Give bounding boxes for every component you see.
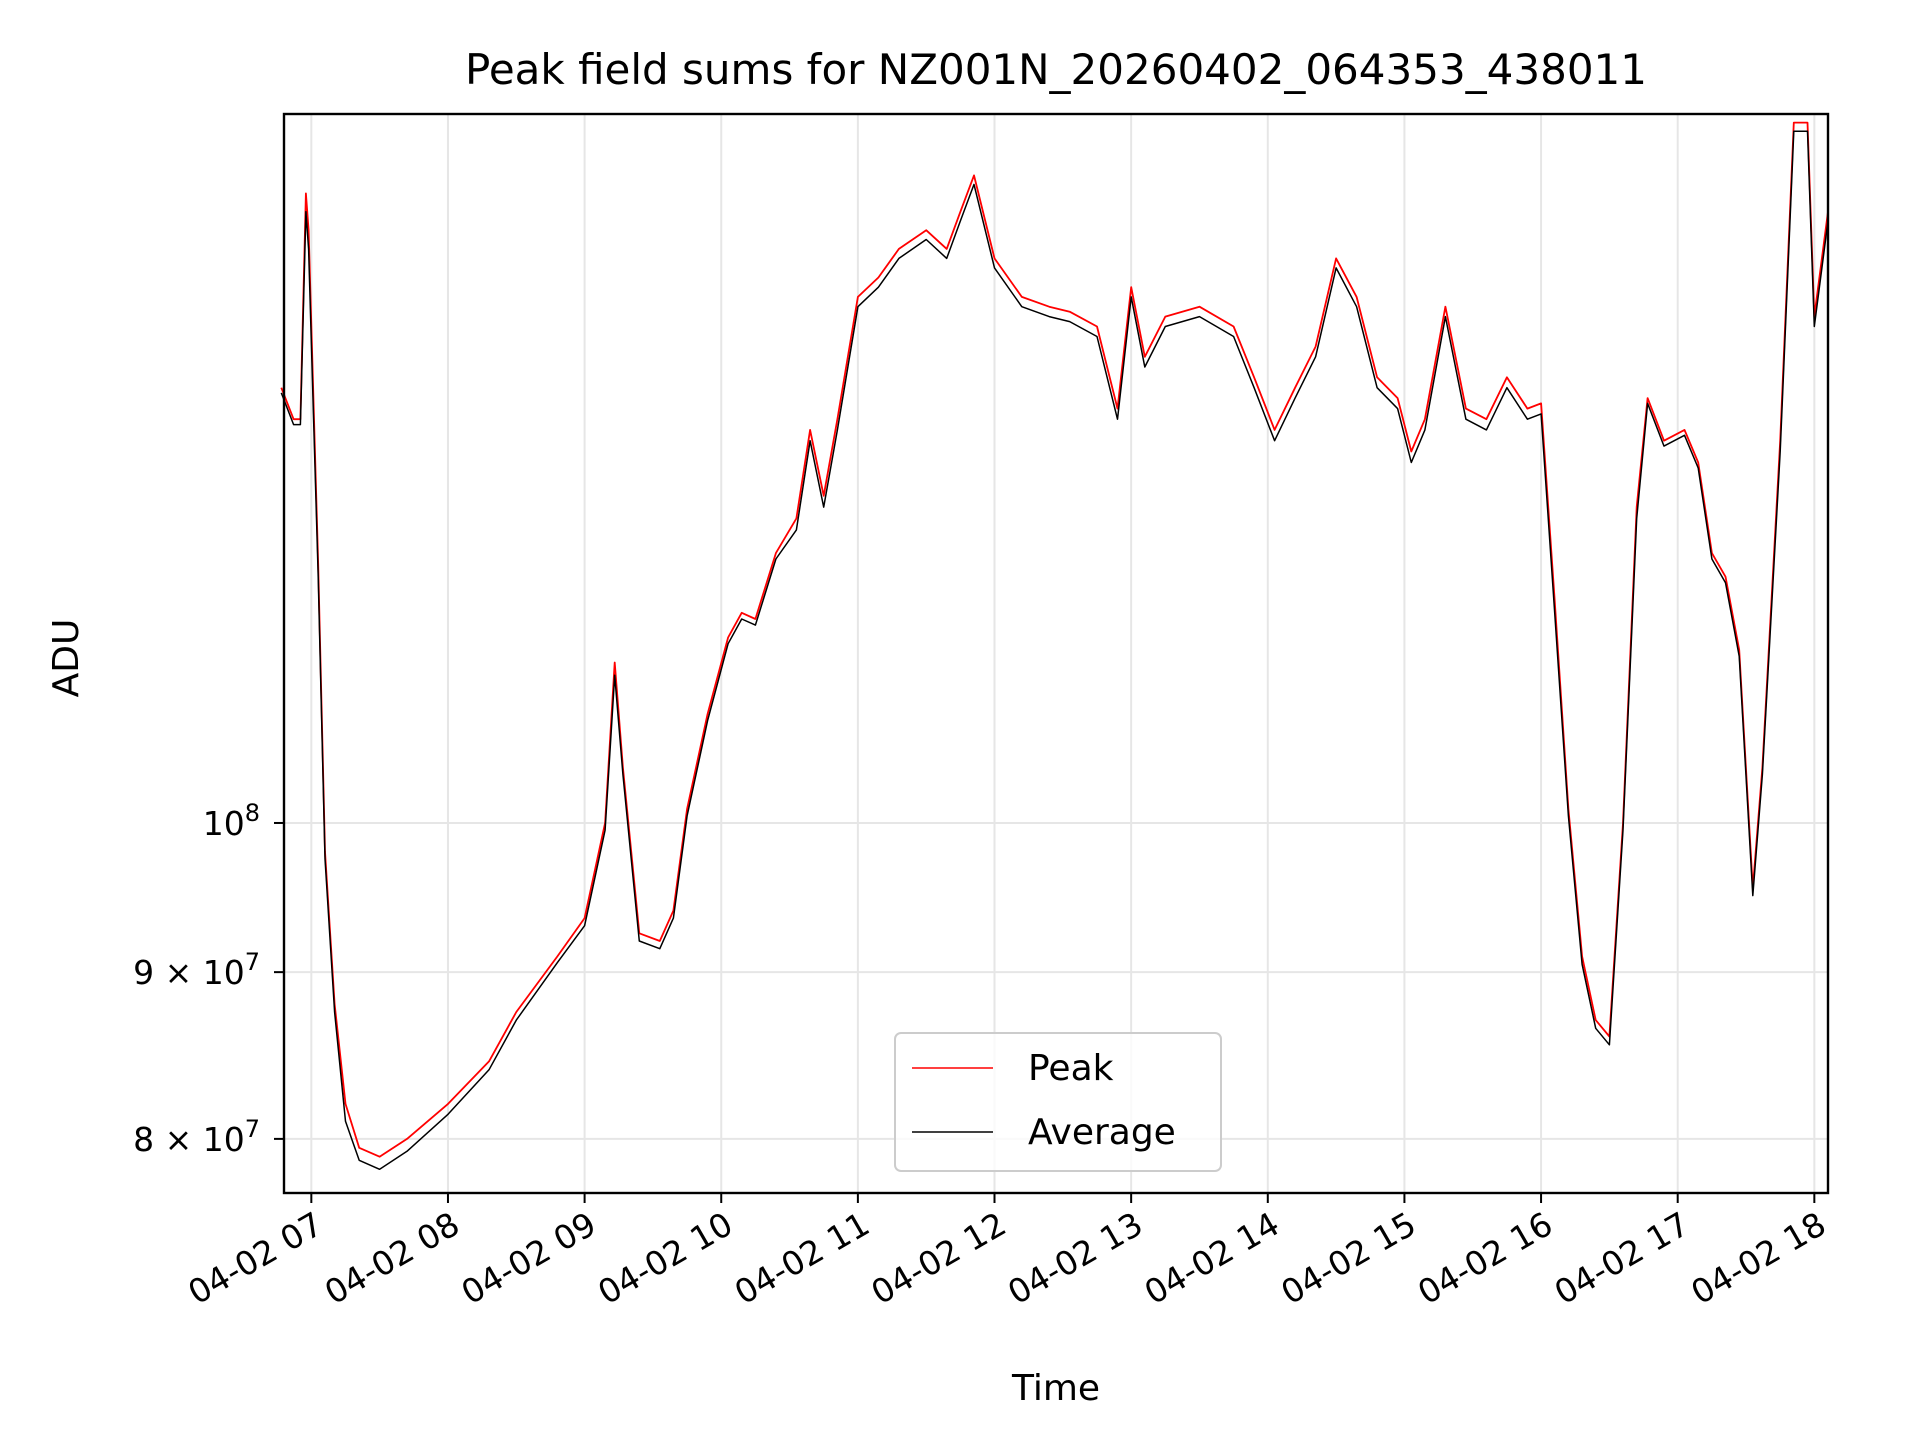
y-tick-label: 9 × 107 [133,948,260,992]
x-axis-label: Time [1011,1368,1100,1409]
plot-frame [282,112,1830,1195]
chart-title: Peak field sums for NZ001N_20260402_0643… [465,45,1647,94]
legend-average-label: Average [1028,1112,1176,1153]
series-line-average [280,130,1829,1171]
series-layer [280,121,1829,1171]
grid [284,114,1828,1193]
legend-peak-label: Peak [1028,1048,1114,1089]
y-axis: 8 × 107 9 × 107 108 [133,799,284,1159]
legend: Peak Average [894,1032,1222,1172]
y-tick-label: 8 × 107 [133,1115,260,1159]
y-tick-label: 108 [203,799,260,843]
y-axis-label: ADU [46,619,87,698]
